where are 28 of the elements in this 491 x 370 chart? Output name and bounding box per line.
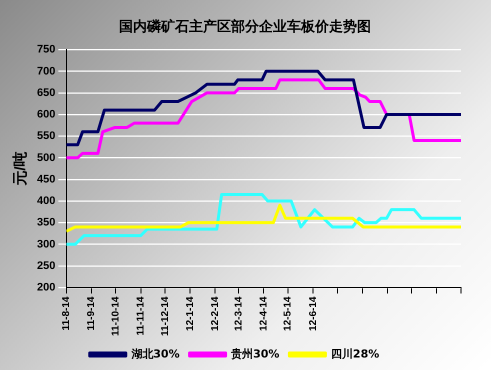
y-tick-label: 350	[36, 216, 56, 229]
y-tick-label: 400	[36, 195, 56, 208]
x-tick-label: 12-4-14	[258, 296, 270, 331]
y-tick-label: 700	[36, 65, 56, 78]
y-tick-label: 600	[36, 108, 56, 121]
y-tick-label: 500	[36, 152, 56, 164]
y-tick-label: 250	[36, 260, 56, 272]
x-tick-label: 11-12-14	[160, 296, 171, 336]
chart-title: 国内磷矿石主产区部分企业车板价走势图	[118, 18, 372, 36]
legend-label: 四川28%	[330, 347, 380, 360]
x-tick-label: 12-5-14	[282, 296, 294, 331]
legend-label: 湖北30%	[130, 347, 180, 360]
legend-label: 贵州30%	[230, 347, 280, 360]
x-tick-label: 11-9-14	[86, 296, 98, 330]
x-tick-label: 12-1-14	[184, 296, 196, 331]
y-tick-label: 450	[36, 173, 56, 186]
y-tick-label: 650	[36, 86, 56, 99]
x-tick-label: 12-3-14	[233, 296, 244, 331]
y-tick-label: 300	[36, 238, 56, 250]
y-tick-label: 550	[36, 130, 56, 142]
x-tick-label: 11-11-14	[136, 296, 147, 336]
y-tick-label: 200	[36, 282, 56, 294]
x-tick-label: 12-2-14	[210, 296, 221, 331]
x-tick-label: 11-8-14	[61, 296, 72, 330]
x-tick-label: 11-10-14	[110, 296, 122, 336]
x-tick-label: 12-6-14	[308, 296, 319, 331]
y-axis-title: 元/吨	[12, 151, 30, 187]
y-tick-label: 750	[36, 44, 56, 56]
